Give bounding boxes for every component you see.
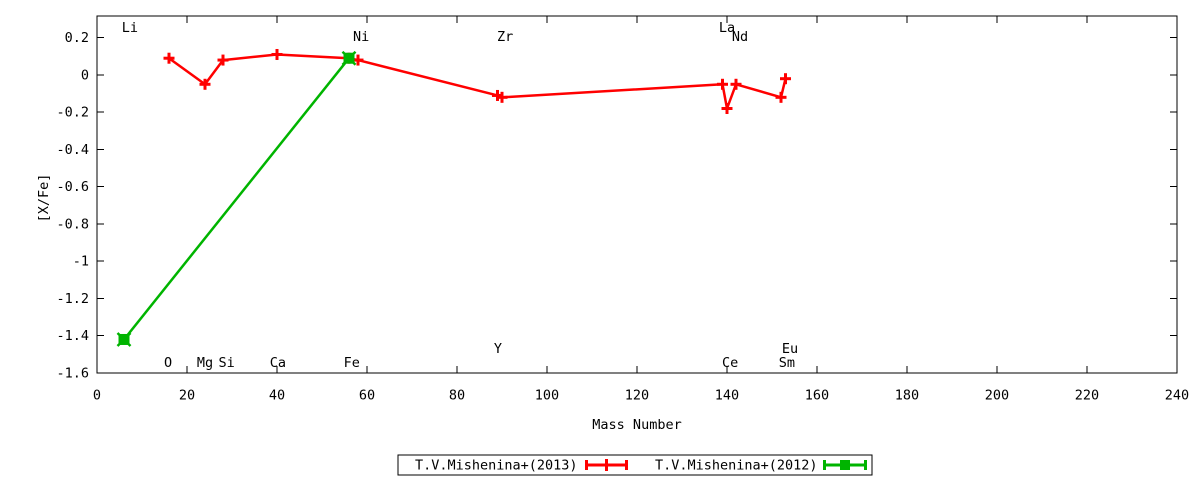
y-tick-label: -1.6 xyxy=(56,366,89,382)
series-t-v-mishenina-2012- xyxy=(116,50,357,347)
annotation-eu: Eu xyxy=(782,341,798,357)
y-tick-label: -0.6 xyxy=(56,179,89,195)
annotation-sm: Sm xyxy=(779,355,795,371)
y-tick-label: -1 xyxy=(73,254,89,270)
axis-ticks: 0 20 40 60 80 100 120 140 160 180 200 220 240 0.2 0 -0.… xyxy=(56,16,1189,404)
annotation-ce: Ce xyxy=(722,355,738,371)
annotation-la: La xyxy=(719,20,735,36)
legend-label-2012: T.V.Mishenina+(2012) xyxy=(655,458,818,474)
legend-sample-2013-errorbar-icon xyxy=(585,459,628,471)
series-line xyxy=(123,57,350,341)
annotation-si: Si xyxy=(218,355,234,371)
x-tick-label: 0 xyxy=(93,388,101,404)
x-axis-title: Mass Number xyxy=(592,417,681,433)
y-tick-label: 0.2 xyxy=(65,30,89,46)
y-tick-label: -0.4 xyxy=(56,142,89,158)
x-tick-label: 240 xyxy=(1165,388,1189,404)
y-tick-label: -0.2 xyxy=(56,105,89,121)
annotation-fe: Fe xyxy=(344,355,360,371)
x-tick-label: 200 xyxy=(985,388,1009,404)
data-point-Fe xyxy=(343,52,355,64)
x-tick-label: 180 xyxy=(895,388,919,404)
legend-sample-2012-errorbar-icon xyxy=(823,460,867,470)
annotation-ni: Ni xyxy=(353,29,369,45)
x-tick-label: 40 xyxy=(269,388,285,404)
x-tick-label: 100 xyxy=(535,388,559,404)
annotation-li: Li xyxy=(122,20,138,36)
legend-label-2013: T.V.Mishenina+(2013) xyxy=(415,458,578,474)
y-tick-label: 0 xyxy=(81,67,89,83)
legend-box xyxy=(397,454,873,476)
y-axis-title: [X/Fe] xyxy=(36,174,52,223)
series-line xyxy=(168,53,787,110)
x-tick-label: 140 xyxy=(715,388,739,404)
x-tick-label: 120 xyxy=(625,388,649,404)
annotation-ca: Ca xyxy=(270,355,286,371)
series-t-v-mishenina-2013- xyxy=(163,48,791,115)
x-tick-label: 160 xyxy=(805,388,829,404)
annotation-zr: Zr xyxy=(497,29,513,45)
annotation-y: Y xyxy=(494,341,502,357)
y-tick-label: -0.8 xyxy=(56,216,89,232)
y-tick-label: -1.2 xyxy=(56,291,89,307)
annotation-o: O xyxy=(164,355,172,371)
annotation-mg: Mg xyxy=(197,355,213,371)
y-tick-label: -1.4 xyxy=(56,328,89,344)
legend: T.V.Mishenina+(2013) T.V.Mishenina+(2012… xyxy=(397,454,873,476)
x-tick-label: 60 xyxy=(359,388,375,404)
x-tick-label: 20 xyxy=(179,388,195,404)
data-point-Li xyxy=(118,333,130,345)
x-tick-label: 80 xyxy=(449,388,465,404)
data-series xyxy=(116,48,791,347)
plot-border xyxy=(96,15,1178,374)
x-tick-label: 220 xyxy=(1075,388,1099,404)
annotation-nd: Nd xyxy=(732,29,748,45)
